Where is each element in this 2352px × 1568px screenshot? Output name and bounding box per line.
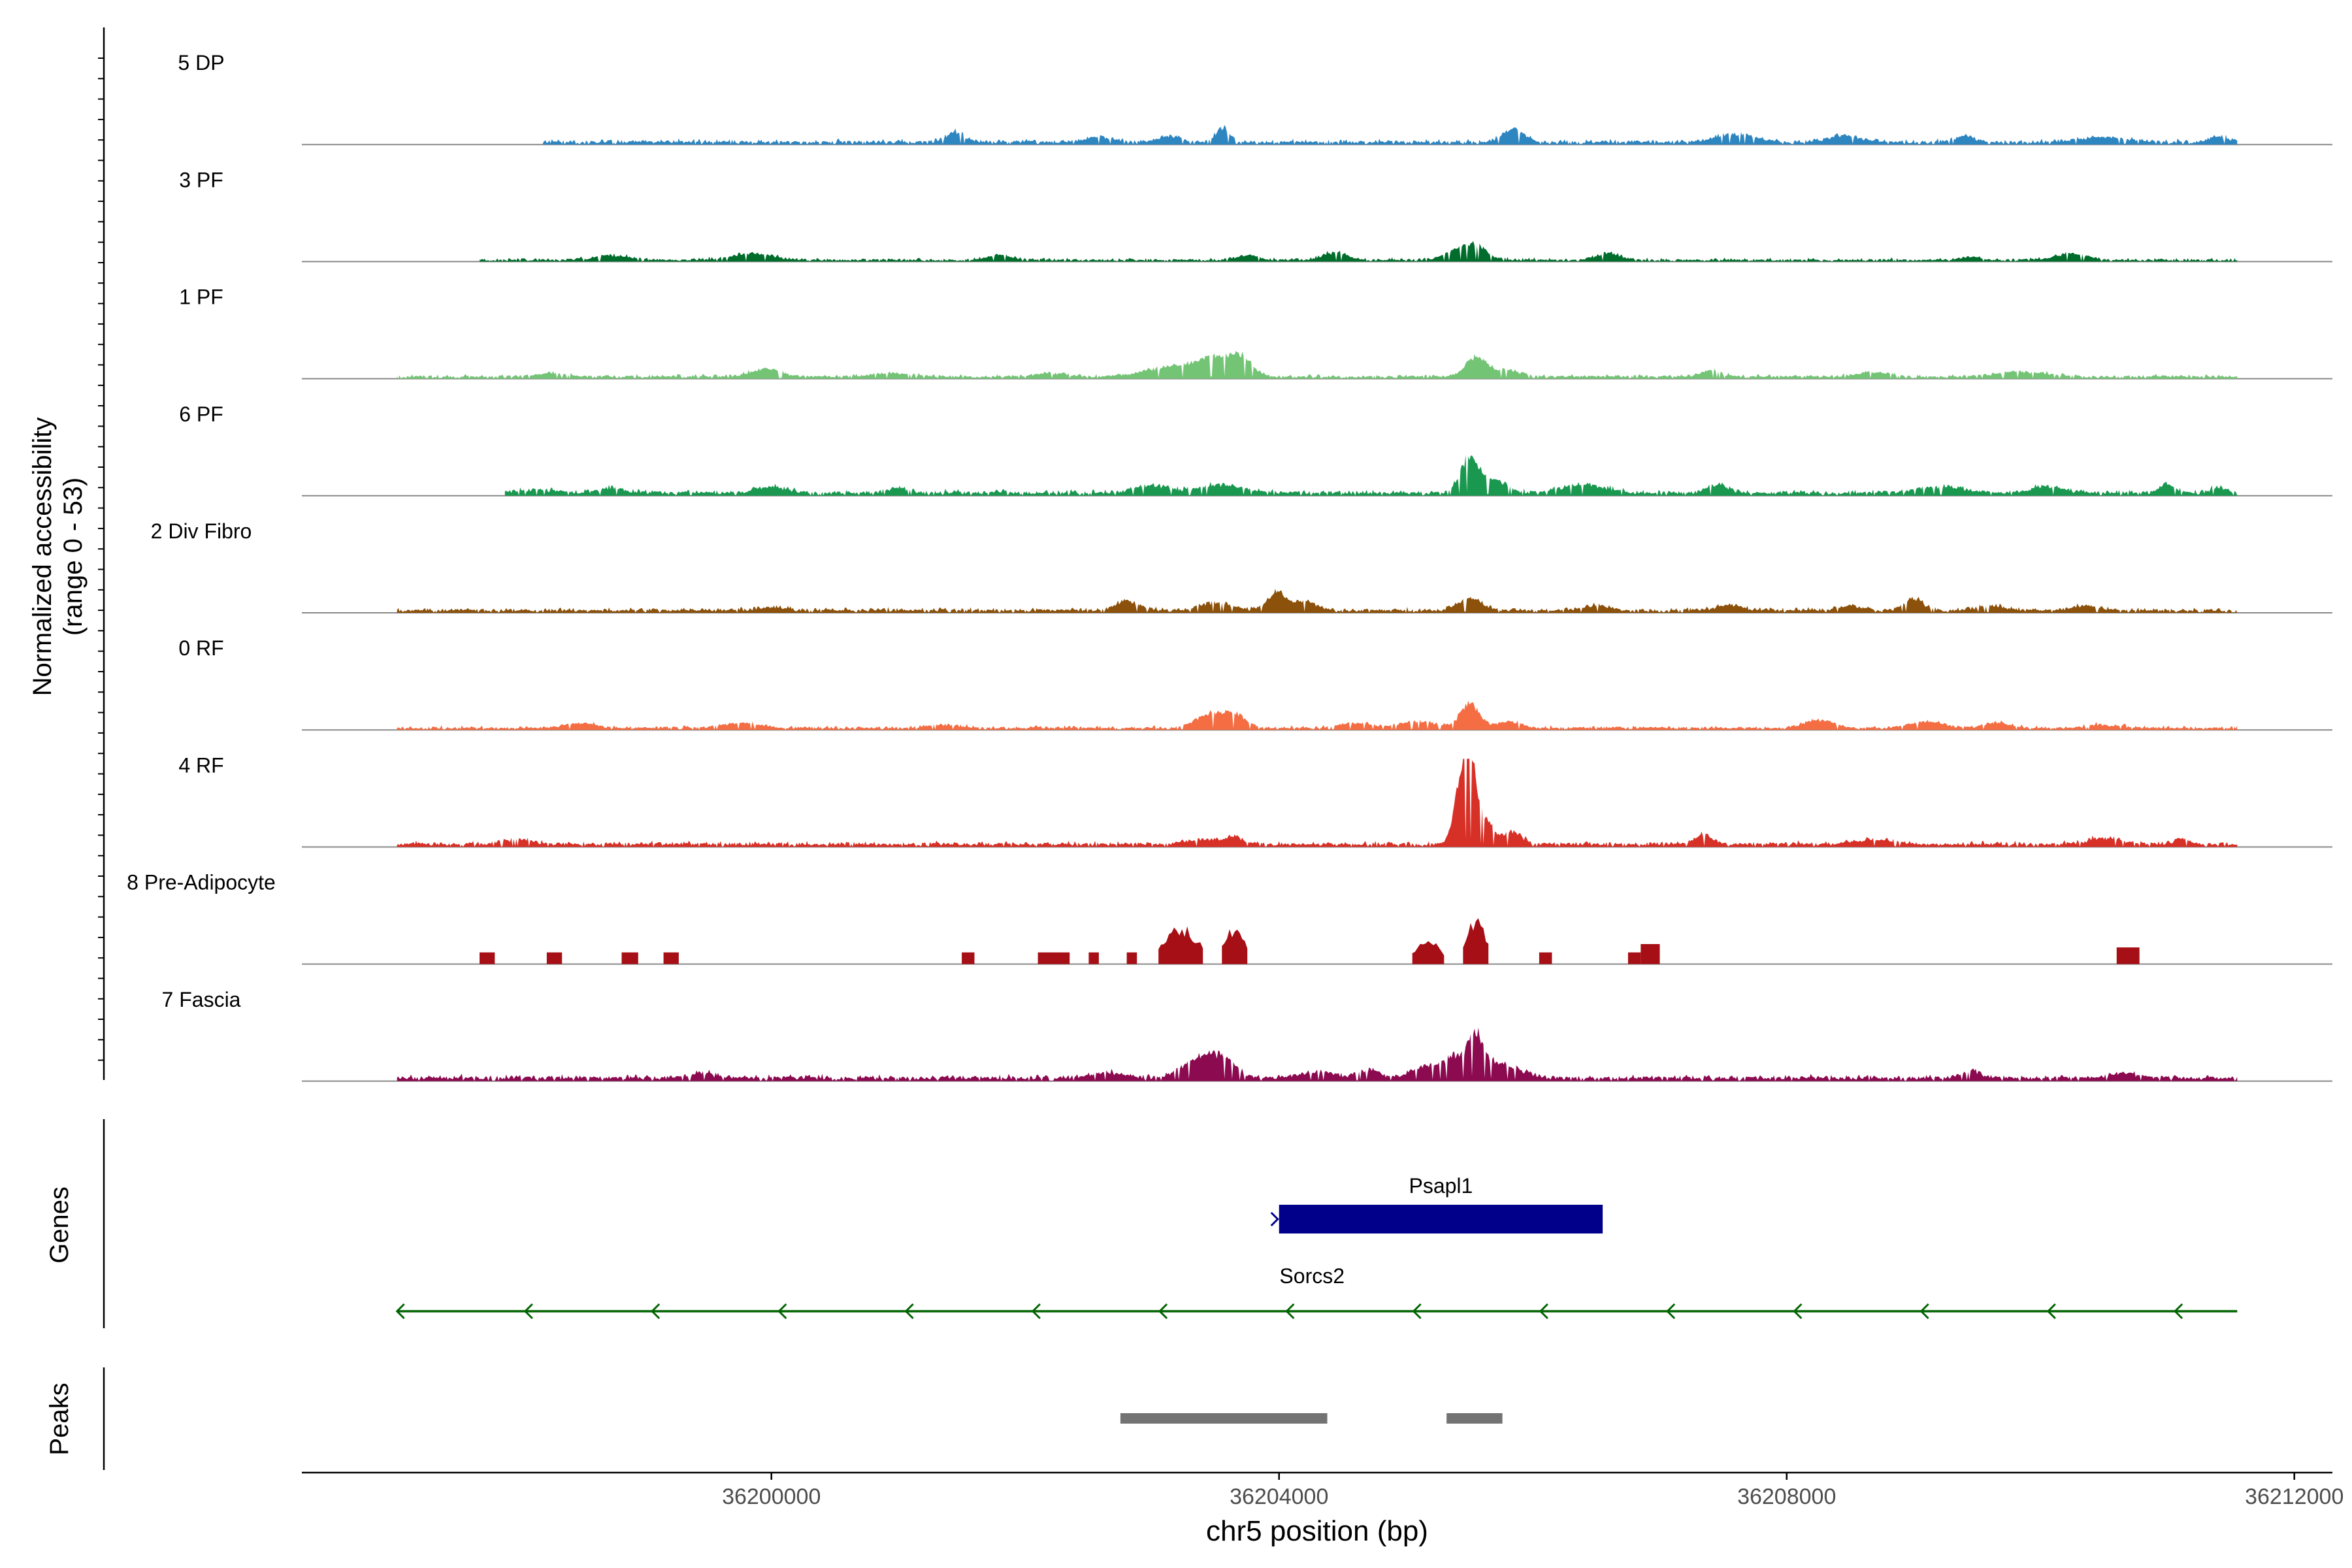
- gene-strand-arrow: [1158, 1303, 1168, 1320]
- gene-strand-arrow: [1539, 1303, 1548, 1320]
- coverage-block: [546, 952, 563, 964]
- gene-strand-arrow: [1412, 1303, 1422, 1320]
- track-0-rf: 0 RF: [178, 636, 2332, 731]
- peak-region: [1120, 1413, 1328, 1424]
- coverage-area: [397, 589, 2238, 613]
- coverage-area: [543, 125, 2238, 145]
- genes-panel: Genes Psapl1 Sorcs2: [45, 1119, 2238, 1328]
- coverage-area: [504, 455, 2238, 496]
- x-axis-ticks: 36200000 36204000 36208000 36212000: [722, 1473, 2344, 1509]
- gene-strand-arrow: [1270, 1211, 1279, 1227]
- x-axis: 36200000 36204000 36208000 36212000 chr5 po…: [302, 1471, 2344, 1547]
- gene-strand-arrow: [2046, 1303, 2056, 1320]
- x-axis-label: chr5 position (bp): [1206, 1515, 1428, 1547]
- gene-strand-arrow: [395, 1303, 405, 1320]
- coverage-block: [1088, 952, 1099, 964]
- coverage-area: [480, 240, 2238, 262]
- gene-label: Sorcs2: [1279, 1264, 1345, 1288]
- track-3-pf: 3 PF: [179, 168, 2332, 263]
- coverage-block: [1158, 926, 1203, 964]
- coverage-panel: 5 DP 3 PF 1 PF 6 PF 2 Div Fibro 0 RF 4 RF 8 Pre…: [28, 27, 2332, 1082]
- coverage-y-ticks: [98, 57, 104, 1061]
- track-6-pf: 6 PF: [179, 402, 2332, 497]
- gene-label: Psapl1: [1409, 1174, 1473, 1198]
- coverage-block: [1641, 944, 1660, 964]
- track-4-rf: 4 RF: [178, 753, 2332, 848]
- track-label: 0 RF: [178, 636, 223, 660]
- gene-strand-arrow: [777, 1303, 787, 1320]
- gene-strand-arrow: [2174, 1303, 2183, 1320]
- peak-region: [1446, 1413, 1503, 1424]
- coverage-block: [1037, 952, 1070, 964]
- coverage-block: [1412, 941, 1445, 964]
- gene-strand-arrow: [1666, 1303, 1676, 1320]
- coverage-block: [621, 952, 638, 964]
- coverage-block: [2116, 947, 2140, 964]
- genes-panel-label: Genes: [45, 1186, 74, 1264]
- coverage-block: [962, 952, 975, 964]
- gene-strand-arrow: [904, 1303, 914, 1320]
- track-5-dp: 5 DP: [178, 51, 2332, 146]
- coverage-area: [397, 351, 2238, 379]
- track-label: 7 Fascia: [162, 988, 241, 1011]
- x-tick-label: 36200000: [722, 1484, 821, 1509]
- coverage-block: [1126, 952, 1137, 964]
- coverage-tracks: 5 DP 3 PF 1 PF 6 PF 2 Div Fibro 0 RF 4 RF 8 Pre…: [127, 51, 2332, 1082]
- track-label: 8 Pre-Adipocyte: [127, 871, 276, 894]
- gene-sorcs2: Sorcs2: [395, 1264, 2238, 1320]
- coverage-area: [397, 1027, 2238, 1081]
- gene-strand-arrow: [1285, 1303, 1295, 1320]
- peaks-panel: Peaks: [45, 1367, 1503, 1470]
- track-label: 4 RF: [178, 753, 223, 777]
- track-label: 6 PF: [179, 402, 223, 426]
- y-axis-label-line1: Normalized accessibility: [28, 417, 57, 696]
- gene-strand-arrow: [523, 1303, 533, 1320]
- track-label: 2 Div Fibro: [151, 519, 252, 543]
- track-label: 3 PF: [179, 168, 223, 191]
- track-label: 5 DP: [178, 51, 224, 74]
- gene-strand-arrow: [1919, 1303, 1929, 1320]
- gene-strand-arrow: [1793, 1303, 1803, 1320]
- track-2-div-fibro: 2 Div Fibro: [151, 519, 2332, 613]
- x-tick-label: 36208000: [1737, 1484, 1836, 1509]
- coverage-block: [1627, 952, 1641, 964]
- track-7-fascia: 7 Fascia: [162, 988, 2332, 1082]
- y-axis-label-line2: (range 0 - 53): [59, 478, 88, 636]
- coverage-block: [663, 952, 679, 964]
- track-1-pf: 1 PF: [179, 286, 2332, 380]
- coverage-block: [1222, 929, 1248, 964]
- track-label: 1 PF: [179, 286, 223, 309]
- coverage-block: [1463, 918, 1489, 964]
- coverage-block: [1539, 952, 1552, 964]
- track-8-pre-adipocyte: 8 Pre-Adipocyte: [127, 871, 2332, 965]
- coverage-area: [397, 700, 2238, 730]
- gene-body: [1279, 1205, 1603, 1233]
- x-tick-label: 36204000: [1230, 1484, 1328, 1509]
- gene-psapl1: Psapl1: [1270, 1174, 1603, 1233]
- gene-models: Psapl1 Sorcs2: [395, 1174, 2238, 1320]
- coverage-block: [480, 952, 495, 964]
- gene-strand-arrow: [651, 1303, 661, 1320]
- peaks-panel-label: Peaks: [45, 1382, 74, 1455]
- x-tick-label: 36212000: [2245, 1484, 2344, 1509]
- peak-regions: [1120, 1413, 1503, 1424]
- gene-strand-arrow: [1031, 1303, 1041, 1320]
